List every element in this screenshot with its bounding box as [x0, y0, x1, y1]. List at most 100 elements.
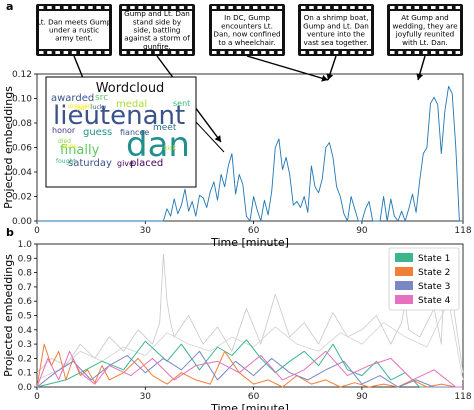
- legend-entry-label: State 1: [418, 254, 450, 264]
- wordcloud-word: finally: [60, 143, 100, 158]
- film-hole: [212, 6, 217, 9]
- film-hole: [146, 6, 152, 9]
- wordcloud-word: fought: [56, 158, 76, 165]
- film-hole: [212, 51, 217, 54]
- film-frame-inner: [122, 11, 192, 49]
- wordcloud-word: guns: [62, 143, 77, 150]
- film-hole: [447, 51, 452, 54]
- wordcloud-word: lucky: [91, 104, 107, 111]
- film-hole: [80, 51, 85, 54]
- film-hole: [358, 6, 363, 9]
- film-hole: [228, 51, 233, 54]
- panel-a-xlabel: Time [minute]: [210, 236, 289, 249]
- film-hole: [71, 51, 77, 54]
- panel-b-xlabel: Time [minute]: [210, 402, 289, 410]
- film-hole: [414, 6, 420, 9]
- film-hole: [390, 51, 395, 54]
- wordcloud-word: fiancee: [120, 128, 149, 137]
- film-hole: [236, 6, 242, 9]
- film-hole: [244, 6, 250, 9]
- panel-b-ytick-label: 0.2: [18, 354, 32, 364]
- film-frame-inner: [390, 11, 460, 49]
- film-hole: [366, 51, 372, 54]
- film-hole: [138, 51, 143, 54]
- panel-a-xtick-label: 30: [140, 226, 152, 236]
- film-hole: [80, 6, 85, 9]
- wordcloud-word: died: [58, 138, 71, 145]
- film-hole: [358, 51, 363, 54]
- film-frame-1: Lt. Dan meets Gump under a rustic army ten…: [36, 4, 112, 143]
- film-hole: [350, 6, 355, 9]
- wordcloud-word: placed: [130, 158, 163, 169]
- frame-arrowhead: [321, 74, 328, 82]
- panel-a-xtick-label: 118: [454, 226, 471, 236]
- wordcloud-word: give: [117, 159, 134, 168]
- panel-a-ytick-label: 0.08: [12, 119, 32, 129]
- film-hole: [88, 6, 93, 9]
- film-hole: [122, 6, 127, 9]
- panel-b-ytick-label: 0.8: [18, 269, 33, 279]
- panel-a-xtick-label: 0: [34, 226, 40, 236]
- film-hole: [439, 6, 444, 9]
- wordcloud-word: guess: [83, 127, 112, 138]
- film-hole: [317, 51, 322, 54]
- film-hole: [439, 51, 444, 54]
- frame-caption: In DC, Gump encounters Lt. Dan, now confin…: [213, 13, 280, 47]
- panel-b-background-trace: [36, 300, 464, 381]
- film-hole: [406, 51, 411, 54]
- wordcloud-word: saturday: [68, 158, 112, 169]
- film-hole: [88, 51, 93, 54]
- film-frame-inner: [212, 11, 282, 49]
- film-hole: [253, 6, 258, 9]
- film-hole: [398, 51, 403, 54]
- legend-frame: [388, 247, 460, 311]
- panel-a-ytick-label: 0.02: [12, 193, 32, 203]
- wordcloud-word: sent: [173, 99, 190, 108]
- film-hole: [431, 6, 436, 9]
- film-hole: [63, 51, 69, 54]
- panel-b-xtick-label: 90: [356, 392, 368, 402]
- film-hole: [455, 6, 461, 9]
- film-hole: [55, 6, 60, 9]
- panel-b-ytick-label: 0.6: [18, 297, 33, 307]
- film-hole: [104, 51, 110, 54]
- wordcloud-box: [45, 76, 197, 188]
- film-hole: [244, 51, 250, 54]
- panel-a-ytick-label: 0.10: [12, 95, 32, 105]
- wordcloud-pointer-line: [195, 121, 225, 153]
- film-hole: [398, 6, 403, 9]
- film-hole: [261, 6, 266, 9]
- film-frame-5: At Gump and wedding, they are joyfully reu…: [387, 4, 463, 81]
- film-hole: [350, 51, 355, 54]
- panel-a-ytick-label: 0.12: [12, 70, 32, 80]
- panel-a-xtick-label: 60: [248, 226, 260, 236]
- frame-caption: At Gump and wedding, they are joyfully reu…: [392, 13, 458, 47]
- film-hole: [122, 51, 127, 54]
- film-hole: [138, 6, 143, 9]
- panel-a-ytick-label: 0.00: [12, 217, 32, 227]
- film-hole: [96, 6, 101, 9]
- film-hole: [261, 51, 266, 54]
- legend-swatch: [395, 295, 413, 304]
- film-hole: [163, 51, 168, 54]
- wordcloud-title: Wordcloud: [96, 81, 165, 96]
- film-frame-4: On a shrimp boat, Gump and Lt. Dan venture…: [298, 4, 374, 81]
- panel-b-legend: State 1 State 2 State 3 State 4: [388, 247, 460, 311]
- panel-b-ytick-label: 0.5: [18, 312, 32, 322]
- film-hole: [431, 51, 436, 54]
- film-hole: [146, 51, 152, 54]
- panel-b-xtick-label: 30: [140, 392, 152, 402]
- film-hole: [342, 51, 347, 54]
- film-hole: [422, 6, 428, 9]
- film-hole: [55, 51, 60, 54]
- legend-swatch: [395, 281, 413, 290]
- wordcloud-word: lieutenant: [53, 101, 185, 131]
- film-hole: [414, 51, 420, 54]
- panel-b-ytick-label: 0.7: [18, 283, 32, 293]
- frame-caption: Gump and Lt. Dan stand side by side, battl…: [124, 9, 190, 51]
- panel-b-series-line: [36, 350, 463, 388]
- film-hole: [187, 51, 193, 54]
- film-hole: [104, 6, 110, 9]
